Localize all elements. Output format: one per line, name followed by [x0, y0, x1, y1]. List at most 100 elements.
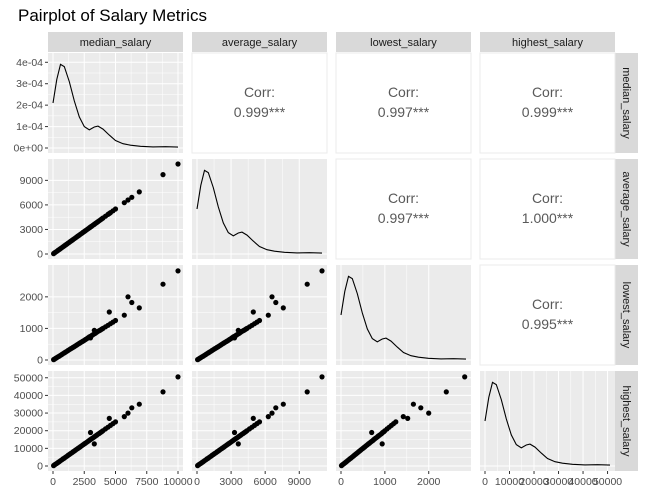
x-tick-label: 2500 [73, 476, 97, 488]
scatter-point [462, 374, 468, 380]
x-tick-label: 10000 [163, 476, 192, 488]
y-tick-label: 6000 [20, 199, 44, 211]
scatter-point [121, 312, 127, 318]
strip-top-label: lowest_salary [370, 37, 437, 49]
scatter-point [265, 414, 271, 420]
scatter-point [160, 172, 166, 178]
corr-panel-median_salary-average_salary: Corr: 0.999*** [191, 52, 328, 154]
scatter-point [269, 294, 275, 300]
scatter-point [319, 268, 325, 274]
strip-right-label: median_salary [620, 67, 632, 139]
corr-label: Corr: [532, 84, 563, 100]
x-tick-label: 10000 [495, 476, 524, 488]
scatter-point [280, 305, 286, 311]
corr-panel-average_salary-highest_salary: Corr: 1.000*** [479, 158, 616, 260]
corr-label: Corr: [388, 190, 419, 206]
corr-value: 0.999*** [234, 104, 286, 120]
x-tick-label: 2000 [417, 476, 441, 488]
strip-top-label: median_salary [80, 37, 152, 49]
scatter-point [273, 299, 279, 306]
scatter-point [125, 197, 131, 203]
x-tick-label: 50000 [593, 476, 622, 488]
y-tick-label: 1e-04 [16, 121, 43, 133]
scatter-point [87, 335, 94, 341]
corr-panel-average_salary-lowest_salary: Corr: 0.997*** [335, 158, 472, 260]
scatter-point [106, 309, 112, 315]
x-tick-label: 0 [50, 476, 56, 488]
scatter-point [273, 405, 279, 411]
scatter-point [256, 317, 263, 324]
scatter-point [400, 414, 406, 420]
scatter-point [175, 161, 181, 167]
x-tick-label: 3000 [219, 476, 243, 488]
corr-value: 0.995*** [522, 316, 574, 332]
y-tick-label: 2000 [20, 291, 44, 303]
scatter-point [106, 415, 112, 421]
scatter-point [175, 374, 181, 380]
y-tick-label: 0 [37, 461, 43, 473]
y-tick-label: 50000 [14, 372, 43, 384]
scatter-point [129, 194, 135, 200]
strip-right-label: highest_salary [620, 386, 632, 457]
scatter-point [160, 281, 166, 287]
y-tick-label: 9000 [20, 175, 44, 187]
scatter-point [410, 401, 416, 407]
scatter-point [256, 419, 263, 425]
scatter-point [269, 410, 275, 416]
x-tick-label: 0 [194, 476, 200, 488]
scatter-point [379, 441, 385, 447]
scatter-point [418, 405, 424, 411]
y-tick-label: 20000 [14, 425, 43, 437]
corr-panel-lowest_salary-highest_salary: Corr: 0.995*** [479, 264, 616, 366]
y-tick-label: 0 [37, 355, 43, 367]
scatter-point [235, 327, 241, 333]
strip-top-average_salary: average_salary [192, 32, 327, 52]
density-curve [196, 169, 323, 254]
density-curve [340, 275, 467, 360]
strip-right-lowest_salary: lowest_salary [614, 265, 638, 365]
density-panel-highest_salary [480, 371, 615, 471]
scatter-point [125, 410, 131, 416]
scatter-point [112, 317, 119, 324]
density-panel-lowest_salary [336, 265, 471, 365]
scatter-point [250, 309, 256, 315]
strip-top-lowest_salary: lowest_salary [336, 32, 471, 52]
corr-label: Corr: [532, 190, 563, 206]
strip-right-median_salary: median_salary [614, 53, 638, 153]
x-tick-label: 1000 [373, 476, 397, 488]
scatter-point [112, 206, 119, 212]
scatter-point [91, 327, 97, 333]
y-tick-label: 10000 [14, 443, 43, 455]
scatter-panel-median_salary-vs-average_salary [48, 159, 183, 259]
y-tick-label: 2e-04 [16, 100, 43, 112]
strip-top-median_salary: median_salary [48, 32, 183, 52]
scatter-point [87, 224, 94, 230]
scatter-panel-average_salary-vs-highest_salary [192, 371, 327, 471]
corr-value: 0.997*** [378, 104, 430, 120]
density-curve [52, 63, 179, 148]
scatter-panel-median_salary-vs-highest_salary [48, 371, 183, 471]
corr-label: Corr: [532, 296, 563, 312]
x-tick-label: 5000 [104, 476, 128, 488]
scatter-panel-average_salary-vs-lowest_salary [192, 265, 327, 365]
y-tick-label: 1000 [20, 323, 44, 335]
strip-right-label: average_salary [620, 171, 632, 247]
scatter-point [129, 299, 135, 306]
scatter-point [319, 374, 325, 380]
corr-panel-median_salary-lowest_salary: Corr: 0.997*** [335, 52, 472, 154]
corr-label: Corr: [244, 84, 275, 100]
corr-value: 0.999*** [522, 104, 574, 120]
panels-layer: median_salary average_salary lowest_salary… [14, 32, 638, 488]
x-tick-label: 6000 [254, 476, 278, 488]
scatter-panel-lowest_salary-vs-highest_salary [336, 371, 471, 471]
density-panel-average_salary [192, 159, 327, 259]
scatter-point [129, 405, 135, 411]
scatter-point [121, 414, 127, 420]
scatter-point [112, 419, 119, 425]
scatter-point [304, 389, 310, 395]
y-tick-label: 0e+00 [14, 143, 44, 155]
scatter-point [121, 200, 127, 206]
strip-right-highest_salary: highest_salary [614, 371, 638, 471]
scatter-point [175, 268, 181, 274]
